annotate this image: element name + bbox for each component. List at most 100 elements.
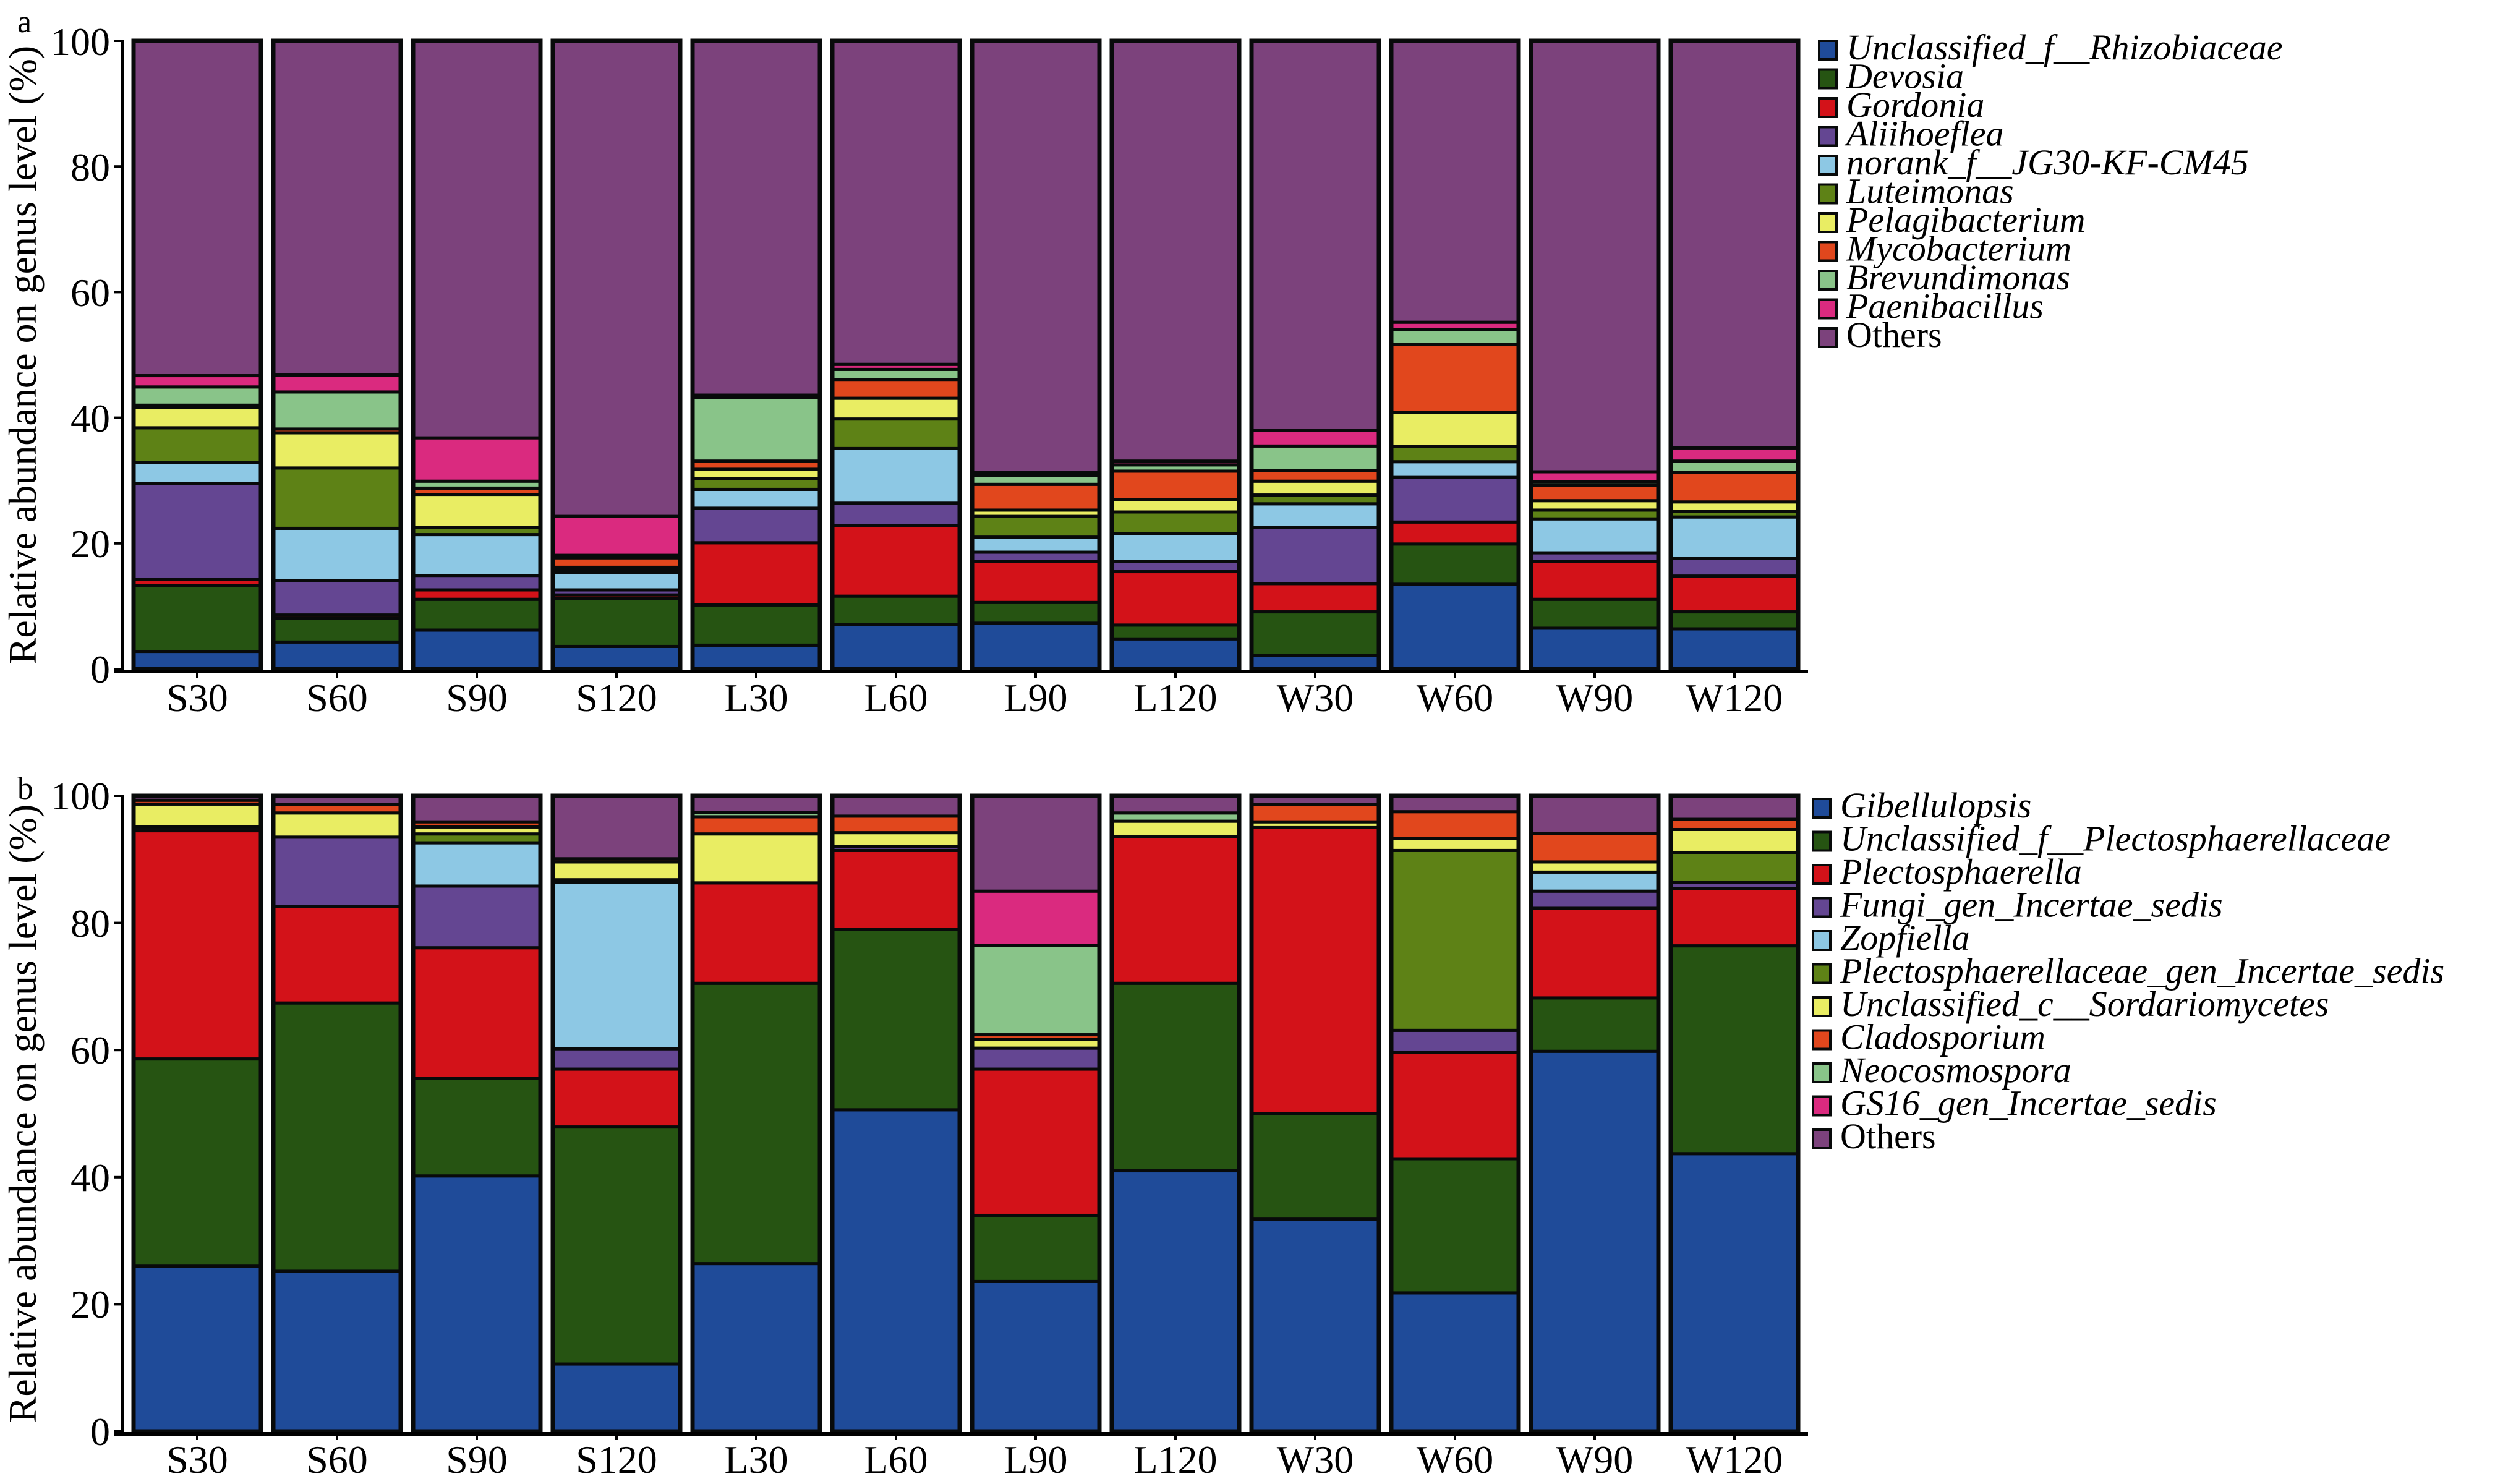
- bar-segment-others: [1529, 39, 1660, 474]
- bar-segment-unclassified-f-plectosphaerellaceae: [1250, 1112, 1381, 1221]
- bar-S30: [131, 38, 263, 672]
- bar-segment-devosia: [1110, 623, 1241, 641]
- bar-segment-paenibacillus: [1250, 429, 1381, 448]
- legend-label: Gibellulopsis: [1840, 785, 2031, 825]
- bar-segment-norank-f-jg30-kf-cm45: [970, 535, 1101, 554]
- legend-label: Cladosporium: [1840, 1017, 2045, 1057]
- bars-a: [131, 38, 1801, 672]
- bar-segment-pelagibacterium: [1110, 498, 1241, 514]
- bar-L30: [690, 793, 822, 1434]
- bar-segment-others: [691, 794, 822, 814]
- bar-segment-unclassified-f-plectosphaerellaceae: [132, 1057, 263, 1268]
- bar-segment-mycobacterium: [830, 378, 962, 400]
- bar-segment-paenibacillus: [1669, 446, 1800, 463]
- legend-item: Devosia: [1818, 56, 1964, 96]
- axes-a: [114, 40, 1808, 678]
- bar-segment-norank-f-jg30-kf-cm45: [691, 487, 822, 510]
- bar-outline: [550, 38, 683, 672]
- bar-segment-luteimonas: [830, 417, 962, 450]
- bar-segment-unclassified-c-sordariomycetes: [691, 832, 822, 885]
- bar-segment-unclassified-f-rhizobiaceae: [691, 643, 822, 671]
- bar-segment-gordonia: [830, 524, 962, 598]
- bar-segment-plectosphaerella: [132, 829, 263, 1061]
- bar-segment-fungi-gen-incertae-sedis: [411, 884, 542, 950]
- bar-segment-plectosphaerella: [411, 946, 542, 1080]
- bar-segment-norank-f-jg30-kf-cm45: [1250, 502, 1381, 529]
- legend-swatch: [1812, 1095, 1832, 1117]
- bar-segment-devosia: [411, 597, 542, 632]
- legend-label: Devosia: [1846, 56, 1964, 96]
- legend-item: Zopfiella: [1812, 918, 1969, 958]
- bar-segment-mycobacterium: [1389, 343, 1520, 414]
- legend-swatch: [1812, 996, 1832, 1017]
- bar-segment-paenibacillus: [271, 373, 403, 394]
- bar-segment-others: [271, 39, 403, 377]
- bar-segment-gibellulopsis: [1529, 1049, 1660, 1433]
- bar-segment-unclassified-f-plectosphaerellaceae: [1389, 1157, 1520, 1295]
- bar-segment-unclassified-c-sordariomycetes: [1110, 819, 1241, 838]
- legend-label: Mycobacterium: [1846, 229, 2071, 269]
- bar-W60: [1389, 38, 1521, 672]
- bar-segment-others: [1669, 794, 1800, 821]
- legend-label: Pelagibacterium: [1846, 200, 2086, 240]
- bar-segment-devosia: [1250, 610, 1381, 657]
- bar-segment-others: [411, 794, 542, 824]
- bar-segment-plectosphaerella: [970, 1067, 1101, 1217]
- bar-segment-gordonia: [1110, 570, 1241, 627]
- bar-W90: [1529, 38, 1661, 672]
- legend-item: Gibellulopsis: [1812, 785, 2031, 825]
- bar-segment-zopfiella: [411, 841, 542, 888]
- legend-swatch: [1818, 212, 1838, 233]
- bar-segment-unclassified-f-rhizobiaceae: [132, 650, 263, 671]
- panel-a: a Relative abundance on genus level (%) …: [1, 4, 2283, 720]
- bar-segment-aliihoeflea: [411, 574, 542, 592]
- legend-label: Unclassified_f__Plectosphaerellaceae: [1840, 819, 2391, 859]
- legend-item: Plectosphaerellaceae_gen_Incertae_sedis: [1812, 951, 2444, 991]
- y-tick-label: 60: [70, 271, 110, 315]
- bar-outline: [550, 793, 683, 1434]
- panel-label-a: a: [17, 4, 32, 40]
- bar-segment-plectosphaerella: [1110, 835, 1241, 985]
- bar-segment-mycobacterium: [1669, 471, 1800, 504]
- bar-segment-unclassified-f-plectosphaerellaceae: [1529, 996, 1660, 1053]
- bar-L90: [970, 793, 1102, 1434]
- bar-segment-others: [1389, 794, 1520, 814]
- bar-segment-others: [830, 39, 962, 366]
- bar-L30: [690, 38, 822, 672]
- y-tick-label: 80: [70, 145, 110, 189]
- x-tick-label: W60: [1417, 1438, 1493, 1482]
- x-tick-label: S120: [576, 676, 657, 720]
- bar-segment-luteimonas: [691, 477, 822, 491]
- bar-segment-unclassified-f-rhizobiaceae: [551, 644, 682, 671]
- legend-swatch: [1818, 155, 1838, 176]
- bar-segment-norank-f-jg30-kf-cm45: [830, 446, 962, 505]
- bar-segment-pelagibacterium: [271, 431, 403, 470]
- legend-swatch: [1818, 97, 1838, 118]
- bar-segment-unclassified-f-plectosphaerellaceae: [691, 981, 822, 1266]
- bar-segment-others: [551, 794, 682, 861]
- y-tick-label: 20: [70, 1282, 110, 1326]
- bar-outline: [830, 38, 962, 672]
- bar-segment-unclassified-c-sordariomycetes: [271, 811, 403, 839]
- bar-segment-others: [132, 39, 263, 378]
- bar-L90: [970, 38, 1102, 672]
- bar-segment-unclassified-f-plectosphaerellaceae: [970, 1213, 1101, 1283]
- bar-segment-gordonia: [1250, 582, 1381, 614]
- bar-outline: [1529, 38, 1661, 672]
- legend-swatch: [1818, 183, 1838, 205]
- legend-item: Others: [1818, 315, 1942, 355]
- bar-segment-cladosporium: [1250, 803, 1381, 824]
- bar-segment-others: [551, 39, 682, 518]
- bar-segment-brevundimonas: [1250, 444, 1381, 472]
- bar-outline: [131, 793, 263, 1434]
- bar-outline: [131, 38, 263, 672]
- x-tick-label: S90: [446, 676, 508, 720]
- bar-segment-unclassified-f-plectosphaerellaceae: [271, 1001, 403, 1273]
- bar-segment-unclassified-f-rhizobiaceae: [411, 628, 542, 671]
- bar-outline: [1389, 793, 1521, 1434]
- legend-item: Plectosphaerella: [1812, 851, 2082, 892]
- bar-segment-norank-f-jg30-kf-cm45: [551, 571, 682, 592]
- legend-item: Unclassified_f__Plectosphaerellaceae: [1812, 819, 2391, 859]
- bar-segment-others: [970, 39, 1101, 474]
- bar-outline: [411, 38, 543, 672]
